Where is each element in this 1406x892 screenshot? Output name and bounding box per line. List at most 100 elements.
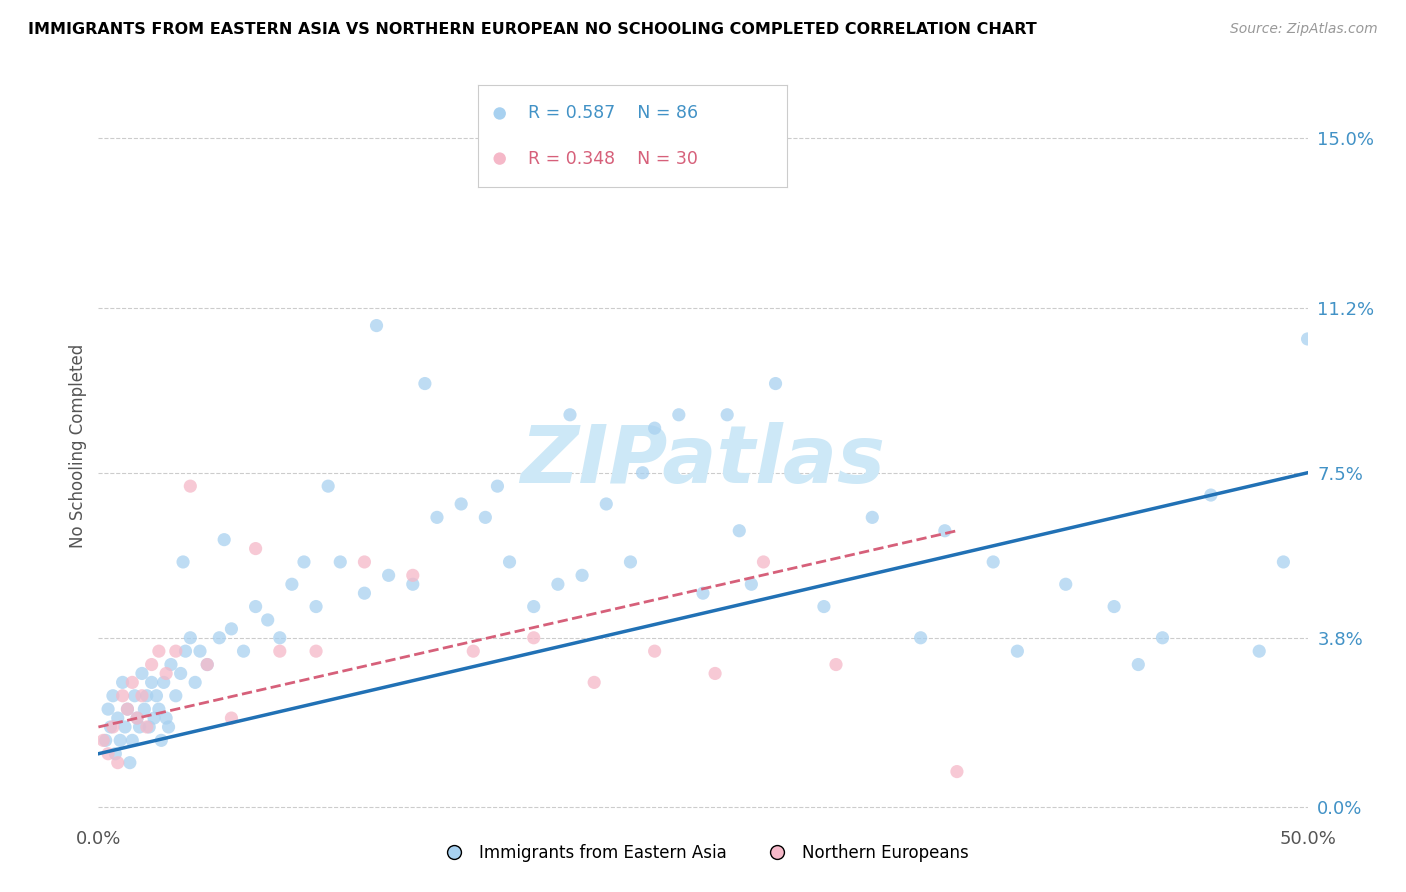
Point (765, 376, 787, 391)
Point (740, 577, 762, 591)
Point (188, 644, 211, 658)
Point (377, 568, 399, 582)
Point (118, 756, 141, 770)
Point (148, 702, 170, 716)
Point (523, 631, 546, 645)
Point (174, 644, 197, 658)
Point (1128, 657, 1150, 672)
Point (353, 555, 375, 569)
Point (155, 666, 177, 681)
Point (1272, 555, 1295, 569)
Point (94, 733, 117, 747)
Point (269, 631, 291, 645)
Point (145, 689, 167, 703)
Point (232, 644, 254, 658)
Point (121, 733, 143, 747)
Point (121, 675, 143, 690)
Point (117, 702, 139, 716)
Point (488, 152, 510, 166)
Point (292, 555, 315, 569)
Point (488, 106, 510, 120)
Point (644, 644, 666, 658)
Point (141, 657, 163, 672)
Point (910, 631, 932, 645)
Point (195, 657, 218, 672)
Point (100, 720, 122, 734)
Point (463, 644, 485, 658)
Point (619, 555, 641, 569)
Point (114, 720, 136, 734)
Point (426, 510, 449, 524)
Point (165, 689, 187, 703)
Point (148, 644, 170, 658)
Point (165, 644, 187, 658)
Point (221, 622, 243, 636)
Point (1152, 631, 1174, 645)
Legend: Immigrants from Eastern Asia, Northern Europeans: Immigrants from Eastern Asia, Northern E… (430, 838, 976, 869)
Point (111, 675, 134, 690)
Point (155, 711, 177, 725)
Point (402, 568, 425, 582)
Point (413, 376, 436, 391)
Point (117, 702, 139, 716)
Point (134, 702, 156, 716)
Point (91, 733, 114, 747)
Point (860, 510, 883, 524)
Point (752, 555, 775, 569)
Point (402, 577, 425, 591)
Point (104, 747, 127, 761)
Point (644, 421, 666, 435)
Point (281, 577, 304, 591)
Point (523, 599, 546, 614)
Point (946, 764, 969, 779)
Text: R = 0.348    N = 30: R = 0.348 N = 30 (527, 150, 697, 168)
Point (329, 555, 352, 569)
Point (97, 747, 120, 761)
Text: IMMIGRANTS FROM EASTERN ASIA VS NORTHERN EUROPEAN NO SCHOOLING COMPLETED CORRELA: IMMIGRANTS FROM EASTERN ASIA VS NORTHERN… (28, 22, 1036, 37)
Point (138, 720, 160, 734)
Point (101, 689, 124, 703)
Point (221, 711, 243, 725)
Point (101, 720, 124, 734)
Point (486, 479, 509, 493)
Point (127, 711, 149, 725)
Point (107, 711, 129, 725)
Point (825, 657, 848, 672)
Point (160, 657, 183, 672)
Point (558, 408, 581, 422)
Point (668, 408, 690, 422)
Point (152, 675, 174, 690)
Point (141, 675, 163, 690)
Point (97, 702, 120, 716)
Point (169, 666, 191, 681)
Point (704, 666, 727, 681)
Point (583, 675, 606, 690)
Point (157, 720, 180, 734)
Point (631, 466, 654, 480)
Point (450, 497, 472, 511)
Point (716, 408, 738, 422)
Point (128, 720, 150, 734)
Point (474, 510, 496, 524)
Point (498, 555, 520, 569)
Point (179, 479, 201, 493)
Point (316, 479, 339, 493)
Point (150, 733, 173, 747)
Point (1296, 332, 1319, 346)
Point (143, 711, 166, 725)
Point (179, 631, 201, 645)
Point (135, 720, 157, 734)
Point (124, 689, 146, 703)
Point (692, 586, 714, 600)
Point (269, 644, 291, 658)
Point (256, 613, 278, 627)
Point (212, 533, 235, 547)
Point (1054, 577, 1077, 591)
Point (107, 756, 129, 770)
Point (728, 524, 751, 538)
Point (245, 599, 267, 614)
Point (1199, 488, 1222, 502)
Point (131, 666, 153, 681)
Point (813, 599, 835, 614)
Point (245, 541, 267, 556)
